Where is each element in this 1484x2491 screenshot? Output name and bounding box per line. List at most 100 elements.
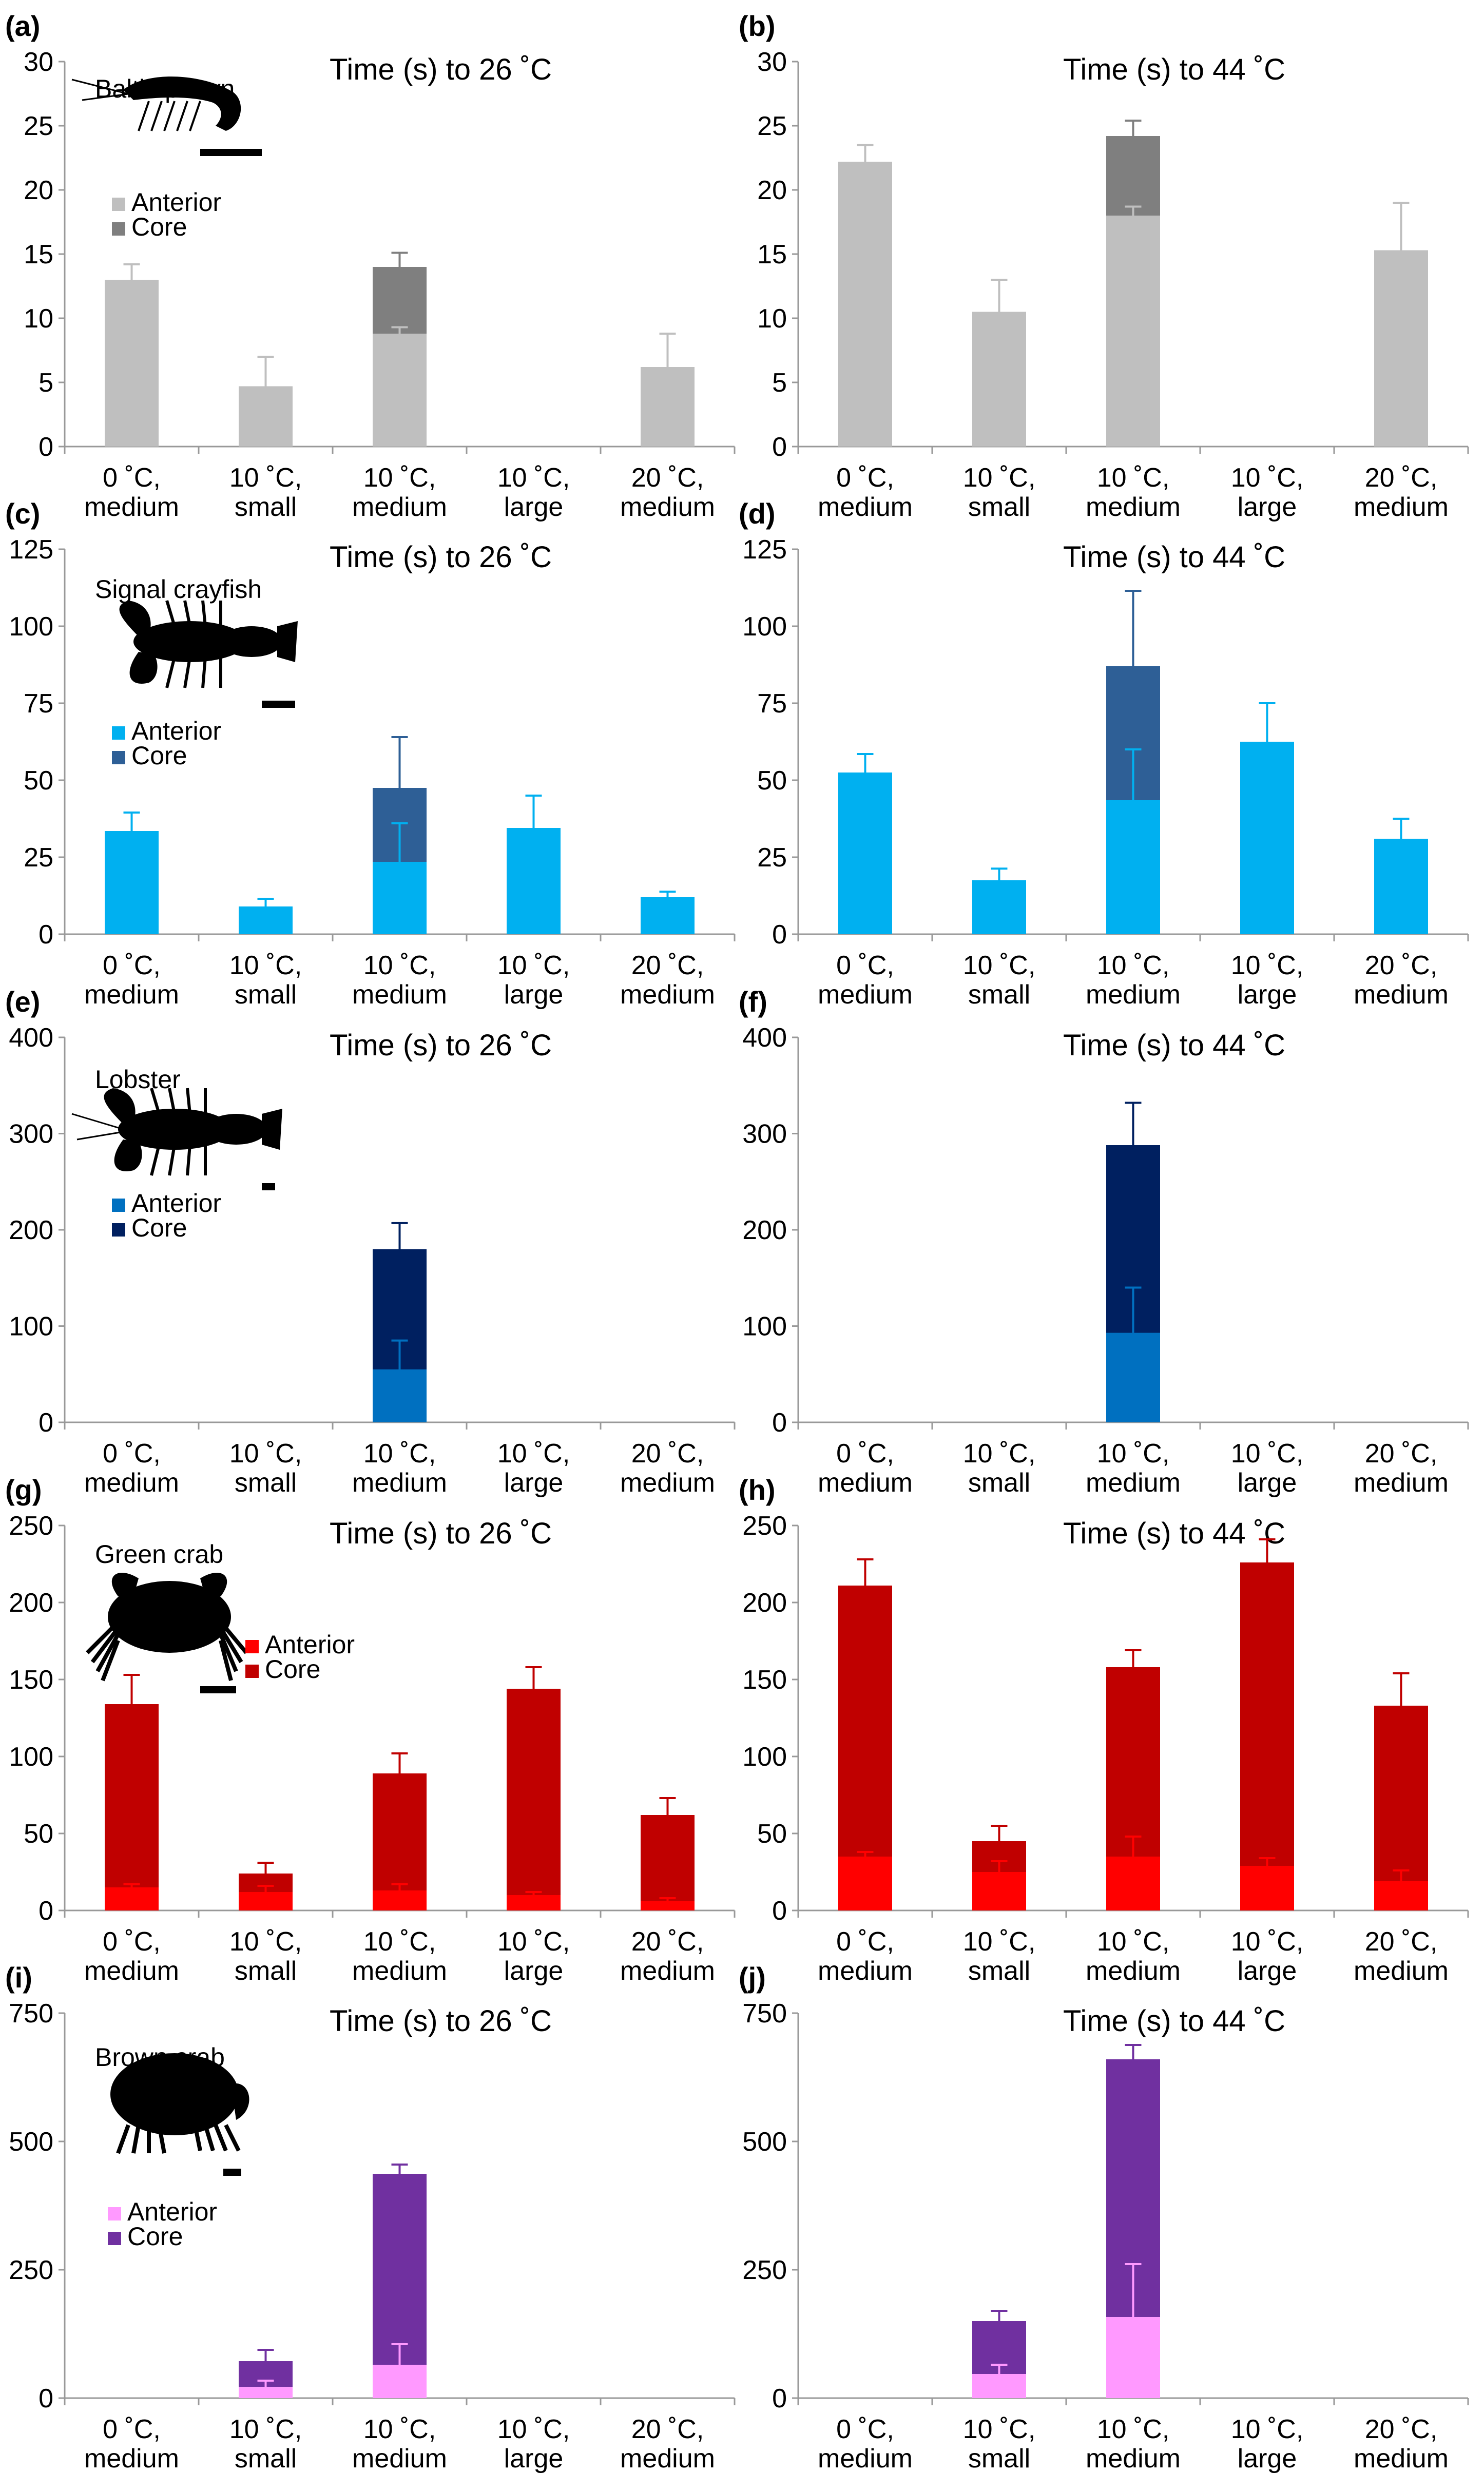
bar-anterior <box>373 334 427 447</box>
y-tick-label: 100 <box>742 1742 787 1772</box>
x-tick-label: small <box>235 1956 297 1986</box>
bar-anterior <box>1240 742 1294 934</box>
error-bar-core <box>391 1222 408 1249</box>
error-bar-anterior <box>1259 702 1276 742</box>
bar-anterior <box>1374 839 1428 934</box>
x-tick-label: medium <box>1086 1956 1181 1986</box>
y-tick-label: 25 <box>757 843 787 873</box>
x-tick-label: small <box>968 1956 1030 1986</box>
bar-core <box>507 1689 561 1910</box>
x-tick-label: 10 ˚C, <box>363 2415 436 2444</box>
x-tick-label: 0 ˚C, <box>103 951 161 980</box>
y-tick-label: 15 <box>24 240 53 269</box>
x-tick-label: small <box>968 1468 1030 1498</box>
x-tick-label: medium <box>352 1468 447 1498</box>
greencrab-silhouette-icon <box>86 1572 248 1693</box>
error-bar-anterior <box>525 1891 542 1895</box>
error-bar-anterior <box>991 2364 1008 2374</box>
species-label: Signal crayfish <box>95 575 262 604</box>
panel-title: Time (s) to 26 ˚C <box>330 540 552 574</box>
panel-title: Time (s) to 26 ˚C <box>330 53 552 86</box>
x-tick-label: 10 ˚C, <box>1097 1927 1170 1957</box>
x-tick-label: medium <box>620 2444 715 2474</box>
error-bar-anterior <box>257 898 274 906</box>
y-tick-label: 20 <box>757 176 787 205</box>
legend-swatch <box>112 751 125 764</box>
error-bar-core <box>659 1797 676 1815</box>
legend-label: Anterior <box>131 717 221 745</box>
y-tick-label: 750 <box>742 1999 787 2029</box>
y-tick-label: 100 <box>742 1312 787 1342</box>
error-bar-anterior <box>391 1883 408 1890</box>
error-bar-core <box>525 1666 542 1689</box>
panel-g: (g) Time (s) to 26 ˚C 0 50 100 150 200 250 0 ˚C,… <box>5 1474 736 1986</box>
y-tick-label: 75 <box>24 689 53 719</box>
y-tick-label: 75 <box>757 689 787 719</box>
panel-title: Time (s) to 26 ˚C <box>330 1029 552 1062</box>
panel-title: Time (s) to 44 ˚C <box>1063 2004 1285 2038</box>
x-tick-label: 10 ˚C, <box>229 1927 302 1957</box>
x-tick-label: 0 ˚C, <box>836 1927 894 1957</box>
x-tick-label: 20 ˚C, <box>1365 1927 1438 1957</box>
error-bar-anterior <box>659 333 676 367</box>
panel-label: (j) <box>739 1961 766 1994</box>
x-tick-label: 10 ˚C, <box>497 2415 570 2444</box>
y-tick-label: 150 <box>9 1665 53 1695</box>
panel-title: Time (s) to 44 ˚C <box>1063 1029 1285 1062</box>
x-tick-label: 10 ˚C, <box>497 1927 570 1957</box>
error-bar-anterior <box>257 356 274 387</box>
x-tick-label: medium <box>84 1468 179 1498</box>
error-bar-anterior <box>991 1860 1008 1872</box>
y-tick-label: 300 <box>742 1119 787 1149</box>
x-tick-label: large <box>1238 1956 1297 1986</box>
x-tick-label: 20 ˚C, <box>631 1439 704 1469</box>
legend-label: Core <box>131 741 187 770</box>
y-tick-label: 100 <box>9 1312 53 1342</box>
error-bar-anterior <box>857 1851 874 1857</box>
y-tick-label: 0 <box>38 1896 53 1926</box>
error-bar-anterior <box>391 1339 408 1369</box>
y-tick-label: 5 <box>772 368 787 398</box>
y-tick-label: 250 <box>742 2255 787 2285</box>
x-tick-label: medium <box>620 1468 715 1498</box>
y-tick-label: 50 <box>24 766 53 796</box>
x-tick-label: medium <box>84 1956 179 1986</box>
x-tick-label: 10 ˚C, <box>1097 2415 1170 2444</box>
species-label: Lobster <box>95 1065 181 1094</box>
error-bar-anterior <box>257 2380 274 2387</box>
bar-anterior <box>1240 1866 1294 1910</box>
error-bar-anterior <box>659 1897 676 1901</box>
legend-swatch <box>112 198 125 211</box>
legend-swatch <box>112 726 125 740</box>
legend-swatch <box>108 2207 121 2220</box>
panel-label: (b) <box>739 10 776 42</box>
x-tick-label: 10 ˚C, <box>497 463 570 493</box>
x-tick-label: medium <box>352 1956 447 1986</box>
x-tick-label: 10 ˚C, <box>1097 463 1170 493</box>
panel-label: (c) <box>5 497 40 530</box>
x-tick-label: large <box>504 1468 564 1498</box>
x-tick-label: 10 ˚C, <box>963 463 1036 493</box>
y-tick-label: 50 <box>757 1819 787 1849</box>
y-tick-label: 25 <box>24 843 53 873</box>
panel-label: (g) <box>5 1474 42 1506</box>
error-bar-anterior <box>391 822 408 862</box>
bar-anterior <box>1106 800 1160 934</box>
y-tick-label: 200 <box>742 1588 787 1618</box>
panel-label: (a) <box>5 10 40 42</box>
bar-anterior <box>1106 216 1160 447</box>
x-tick-label: 10 ˚C, <box>1231 463 1304 493</box>
x-tick-label: small <box>235 492 297 522</box>
error-bar-core <box>991 2310 1008 2321</box>
x-tick-label: 0 ˚C, <box>103 1439 161 1469</box>
x-tick-label: 20 ˚C, <box>1365 951 1438 980</box>
x-tick-label: 10 ˚C, <box>1231 1439 1304 1469</box>
error-bar-anterior <box>857 753 874 773</box>
x-tick-label: medium <box>620 492 715 522</box>
panel-title: Time (s) to 44 ˚C <box>1063 1517 1285 1550</box>
bar-anterior <box>373 862 427 934</box>
y-tick-label: 500 <box>9 2127 53 2157</box>
